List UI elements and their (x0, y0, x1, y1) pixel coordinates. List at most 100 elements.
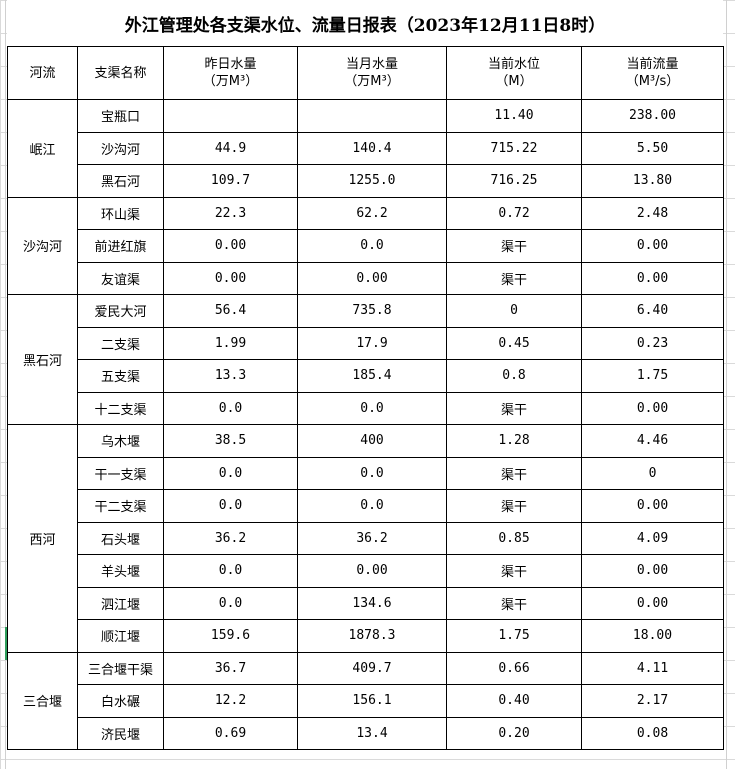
yesterday-volume-cell[interactable]: 13.3 (163, 359, 298, 393)
canal-name-cell[interactable]: 友谊渠 (77, 261, 164, 295)
canal-name-cell[interactable]: 黑石河 (77, 164, 164, 198)
flow-cell[interactable]: 6.40 (581, 294, 724, 328)
water-level-cell[interactable]: 0.20 (446, 716, 582, 750)
canal-name-cell[interactable]: 爱民大河 (77, 294, 164, 328)
water-level-cell[interactable]: 渠干 (446, 554, 582, 588)
canal-name-cell[interactable]: 宝瓶口 (77, 99, 164, 133)
water-level-cell[interactable]: 渠干 (446, 489, 582, 523)
month-volume-cell[interactable]: 13.4 (297, 716, 447, 750)
canal-name-cell[interactable]: 顺江堰 (77, 619, 164, 653)
month-volume-cell[interactable] (297, 99, 447, 133)
yesterday-volume-cell[interactable]: 56.4 (163, 294, 298, 328)
flow-cell[interactable]: 0.08 (581, 716, 724, 750)
yesterday-volume-cell[interactable]: 0.0 (163, 391, 298, 425)
column-header[interactable]: 当月水量 （万M³） (297, 46, 447, 100)
yesterday-volume-cell[interactable]: 0.69 (163, 716, 298, 750)
yesterday-volume-cell[interactable]: 0.0 (163, 489, 298, 523)
yesterday-volume-cell[interactable]: 0.00 (163, 261, 298, 295)
canal-name-cell[interactable]: 环山渠 (77, 196, 164, 230)
yesterday-volume-cell[interactable]: 36.2 (163, 521, 298, 555)
river-cell[interactable]: 三合堰 (7, 651, 78, 750)
canal-name-cell[interactable]: 白水碾 (77, 684, 164, 718)
flow-cell[interactable]: 2.17 (581, 684, 724, 718)
flow-cell[interactable]: 0.23 (581, 326, 724, 360)
column-header[interactable]: 当前流量 （M³/s） (581, 46, 724, 100)
flow-cell[interactable]: 18.00 (581, 619, 724, 653)
flow-cell[interactable]: 0.00 (581, 261, 724, 295)
yesterday-volume-cell[interactable] (163, 99, 298, 133)
canal-name-cell[interactable]: 羊头堰 (77, 554, 164, 588)
canal-name-cell[interactable]: 泗江堰 (77, 586, 164, 620)
water-level-cell[interactable]: 0.40 (446, 684, 582, 718)
flow-cell[interactable]: 4.11 (581, 651, 724, 685)
water-level-cell[interactable]: 0.8 (446, 359, 582, 393)
yesterday-volume-cell[interactable]: 0.00 (163, 229, 298, 263)
month-volume-cell[interactable]: 134.6 (297, 586, 447, 620)
yesterday-volume-cell[interactable]: 22.3 (163, 196, 298, 230)
column-header[interactable]: 当前水位 （M） (446, 46, 582, 100)
month-volume-cell[interactable]: 140.4 (297, 131, 447, 165)
yesterday-volume-cell[interactable]: 0.0 (163, 586, 298, 620)
flow-cell[interactable]: 0.00 (581, 229, 724, 263)
canal-name-cell[interactable]: 二支渠 (77, 326, 164, 360)
yesterday-volume-cell[interactable]: 0.0 (163, 456, 298, 490)
month-volume-cell[interactable]: 62.2 (297, 196, 447, 230)
month-volume-cell[interactable]: 400 (297, 424, 447, 458)
month-volume-cell[interactable]: 0.00 (297, 261, 447, 295)
month-volume-cell[interactable]: 735.8 (297, 294, 447, 328)
flow-cell[interactable]: 0.00 (581, 554, 724, 588)
canal-name-cell[interactable]: 前进红旗 (77, 229, 164, 263)
yesterday-volume-cell[interactable]: 0.0 (163, 554, 298, 588)
water-level-cell[interactable]: 渠干 (446, 261, 582, 295)
water-level-cell[interactable]: 0.45 (446, 326, 582, 360)
canal-name-cell[interactable]: 十二支渠 (77, 391, 164, 425)
month-volume-cell[interactable]: 0.0 (297, 456, 447, 490)
river-cell[interactable]: 沙沟河 (7, 196, 78, 295)
canal-name-cell[interactable]: 济民堰 (77, 716, 164, 750)
flow-cell[interactable]: 4.46 (581, 424, 724, 458)
flow-cell[interactable]: 5.50 (581, 131, 724, 165)
yesterday-volume-cell[interactable]: 36.7 (163, 651, 298, 685)
flow-cell[interactable]: 13.80 (581, 164, 724, 198)
river-cell[interactable]: 岷江 (7, 99, 78, 198)
column-header[interactable]: 支渠名称 (77, 46, 164, 100)
flow-cell[interactable]: 1.75 (581, 359, 724, 393)
month-volume-cell[interactable]: 0.00 (297, 554, 447, 588)
canal-name-cell[interactable]: 干二支渠 (77, 489, 164, 523)
water-level-cell[interactable]: 0.66 (446, 651, 582, 685)
yesterday-volume-cell[interactable]: 159.6 (163, 619, 298, 653)
flow-cell[interactable]: 238.00 (581, 99, 724, 133)
flow-cell[interactable]: 0.00 (581, 489, 724, 523)
water-level-cell[interactable]: 渠干 (446, 586, 582, 620)
flow-cell[interactable]: 0.00 (581, 586, 724, 620)
water-level-cell[interactable]: 0.72 (446, 196, 582, 230)
canal-name-cell[interactable]: 五支渠 (77, 359, 164, 393)
column-header[interactable]: 河流 (7, 46, 78, 100)
canal-name-cell[interactable]: 乌木堰 (77, 424, 164, 458)
month-volume-cell[interactable]: 0.0 (297, 391, 447, 425)
water-level-cell[interactable]: 渠干 (446, 391, 582, 425)
water-level-cell[interactable]: 1.28 (446, 424, 582, 458)
water-level-cell[interactable]: 0 (446, 294, 582, 328)
flow-cell[interactable]: 2.48 (581, 196, 724, 230)
month-volume-cell[interactable]: 1878.3 (297, 619, 447, 653)
month-volume-cell[interactable]: 0.0 (297, 489, 447, 523)
water-level-cell[interactable]: 715.22 (446, 131, 582, 165)
water-level-cell[interactable]: 0.85 (446, 521, 582, 555)
canal-name-cell[interactable]: 三合堰干渠 (77, 651, 164, 685)
month-volume-cell[interactable]: 409.7 (297, 651, 447, 685)
month-volume-cell[interactable]: 185.4 (297, 359, 447, 393)
water-level-cell[interactable]: 渠干 (446, 456, 582, 490)
yesterday-volume-cell[interactable]: 1.99 (163, 326, 298, 360)
water-level-cell[interactable]: 11.40 (446, 99, 582, 133)
yesterday-volume-cell[interactable]: 109.7 (163, 164, 298, 198)
yesterday-volume-cell[interactable]: 44.9 (163, 131, 298, 165)
flow-cell[interactable]: 0.00 (581, 391, 724, 425)
river-cell[interactable]: 西河 (7, 424, 78, 653)
month-volume-cell[interactable]: 36.2 (297, 521, 447, 555)
water-level-cell[interactable]: 1.75 (446, 619, 582, 653)
water-level-cell[interactable]: 716.25 (446, 164, 582, 198)
flow-cell[interactable]: 4.09 (581, 521, 724, 555)
month-volume-cell[interactable]: 17.9 (297, 326, 447, 360)
flow-cell[interactable]: 0 (581, 456, 724, 490)
